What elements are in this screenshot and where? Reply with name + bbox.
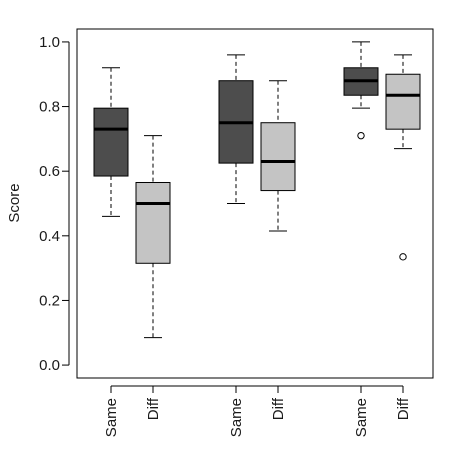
box-same-3 xyxy=(343,41,379,140)
x-tick-label: Diff xyxy=(395,397,412,420)
x-tick-label: Diff xyxy=(145,397,162,420)
y-tick-label: 0.4 xyxy=(39,228,60,245)
box-iqr xyxy=(93,107,129,177)
box-diff-3 xyxy=(385,54,421,261)
y-tick-label: 0.0 xyxy=(39,357,60,374)
box-diff-1 xyxy=(135,135,171,339)
y-tick-label: 0.2 xyxy=(39,292,60,309)
x-tick-label: Same xyxy=(353,398,370,437)
y-tick-label: 0.6 xyxy=(39,163,60,180)
box-diff-2 xyxy=(260,80,296,232)
x-axis: Same Diff Same Diff Same Diff xyxy=(103,385,412,437)
x-tick-label: Same xyxy=(103,398,120,437)
box-iqr xyxy=(135,181,171,264)
y-axis-title: Score xyxy=(6,183,23,222)
plot-frame xyxy=(76,28,434,379)
box-iqr xyxy=(385,73,421,130)
box-iqr xyxy=(260,122,296,192)
outlier-point xyxy=(399,253,407,261)
y-tick-label: 1.0 xyxy=(39,34,60,51)
outlier-point xyxy=(357,131,365,140)
y-axis: 0.0 0.2 0.4 0.6 0.8 1.0 xyxy=(39,34,70,374)
box-same-1 xyxy=(93,67,129,217)
y-tick-label: 0.8 xyxy=(39,99,60,116)
x-tick-label: Same xyxy=(228,398,245,437)
box-series xyxy=(93,41,421,339)
x-tick-label: Diff xyxy=(270,397,287,420)
box-same-2 xyxy=(218,54,254,204)
